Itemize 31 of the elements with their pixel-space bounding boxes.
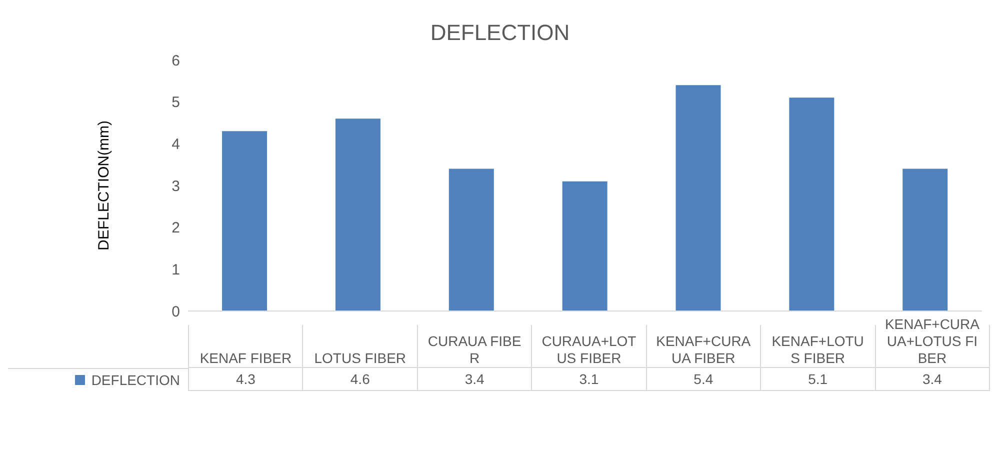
y-tick-label: 0: [172, 303, 180, 320]
bar: [562, 181, 608, 311]
bar: [676, 85, 721, 311]
data-label: 4.6: [303, 367, 417, 391]
x-tick-label: KENAF FIBER: [200, 350, 292, 367]
bar: [902, 168, 948, 311]
x-tick-label: CURAUA+LOTUS FIBER: [540, 333, 638, 367]
data-label: 5.1: [761, 367, 875, 391]
x-tick-label: KENAF+LOTUS FIBER: [770, 333, 865, 367]
y-tick-label: 3: [172, 178, 180, 195]
chart-title: DEFLECTION: [429, 19, 571, 47]
data-label: 3.1: [532, 367, 646, 391]
x-tick-label: LOTUS FIBER: [314, 350, 406, 367]
x-tick-label: CURAUA FIBER: [426, 333, 522, 367]
y-tick-label: 2: [172, 220, 180, 237]
x-tick-label: KENAF+CURAUA FIBER: [655, 333, 752, 367]
data-label: 5.4: [646, 367, 760, 391]
y-axis-title: DEFLECTION(mm): [95, 120, 112, 250]
y-tick-label: 4: [172, 136, 180, 153]
legend-label: DEFLECTION: [91, 372, 180, 388]
data-label: 3.4: [876, 367, 989, 391]
y-tick-label: 5: [172, 94, 180, 112]
bar: [789, 98, 834, 311]
bar: [222, 131, 268, 311]
bar: [335, 118, 380, 311]
bar: [448, 168, 494, 311]
y-tick-label: 6: [172, 52, 180, 70]
x-tick-label: KENAF+CURAUA+LOTUS FIBER: [884, 316, 980, 367]
data-label: 3.4: [418, 367, 532, 391]
y-tick-label: 1: [172, 261, 180, 278]
data-label: 4.3: [189, 367, 302, 391]
